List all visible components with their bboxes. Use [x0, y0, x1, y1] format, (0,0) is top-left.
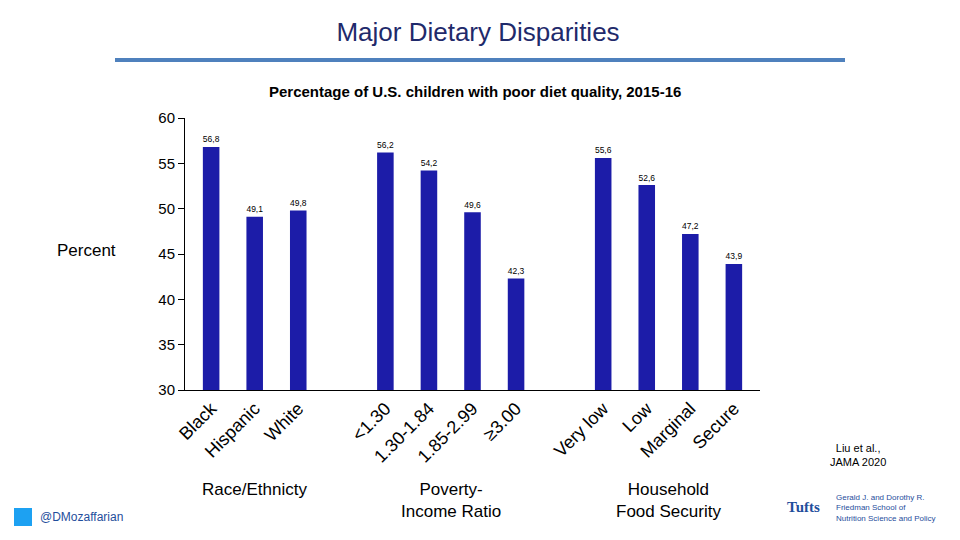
svg-text:47,2: 47,2 — [682, 221, 699, 231]
svg-text:Gerald J. and Dorothy R.Friedm: Gerald J. and Dorothy R.Friedman School … — [836, 493, 936, 523]
svg-text:Hispanic: Hispanic — [201, 399, 264, 462]
svg-text:55,6: 55,6 — [595, 145, 612, 155]
svg-text:Percentage of U.S. children wi: Percentage of U.S. children with poor di… — [269, 83, 681, 100]
svg-text:56,8: 56,8 — [203, 134, 220, 144]
svg-text:30: 30 — [158, 381, 175, 398]
svg-text:49,8: 49,8 — [290, 198, 307, 208]
svg-text:1.85-2.99: 1.85-2.99 — [414, 399, 482, 467]
svg-text:White: White — [261, 399, 308, 446]
svg-text:60: 60 — [158, 109, 175, 126]
svg-text:50: 50 — [158, 200, 175, 217]
svg-text:35: 35 — [158, 336, 175, 353]
svg-text:Secure: Secure — [689, 399, 743, 453]
svg-text:56,2: 56,2 — [377, 140, 394, 150]
svg-text:55: 55 — [158, 155, 175, 172]
svg-text:@DMozaffarian: @DMozaffarian — [40, 510, 123, 524]
svg-text:Tufts: Tufts — [787, 499, 820, 515]
svg-text:52,6: 52,6 — [638, 173, 655, 183]
svg-text:Major Dietary Disparities: Major Dietary Disparities — [336, 17, 619, 47]
svg-text:40: 40 — [158, 291, 175, 308]
svg-text:HouseholdFood Security: HouseholdFood Security — [616, 480, 721, 521]
svg-text:Poverty-Income Ratio: Poverty-Income Ratio — [401, 480, 501, 521]
svg-text:Marginal: Marginal — [637, 399, 700, 462]
svg-text:45: 45 — [158, 245, 175, 262]
svg-text:43,9: 43,9 — [726, 251, 743, 261]
svg-text:Very low: Very low — [550, 398, 613, 461]
svg-text:Race/Ethnicty: Race/Ethnicty — [202, 480, 307, 499]
svg-text:49,6: 49,6 — [464, 200, 481, 210]
svg-text:Black: Black — [175, 398, 221, 444]
svg-text:Percent: Percent — [57, 241, 116, 260]
svg-text:54,2: 54,2 — [421, 158, 438, 168]
svg-text:1.30-1.84: 1.30-1.84 — [370, 399, 438, 467]
svg-text:Liu et al.,JAMA 2020: Liu et al.,JAMA 2020 — [830, 442, 886, 468]
svg-text:<1.30: <1.30 — [348, 399, 394, 445]
svg-text:42,3: 42,3 — [508, 266, 525, 276]
svg-text:Low: Low — [618, 398, 656, 436]
svg-text:≥3.00: ≥3.00 — [479, 399, 525, 445]
svg-text:49,1: 49,1 — [246, 204, 263, 214]
